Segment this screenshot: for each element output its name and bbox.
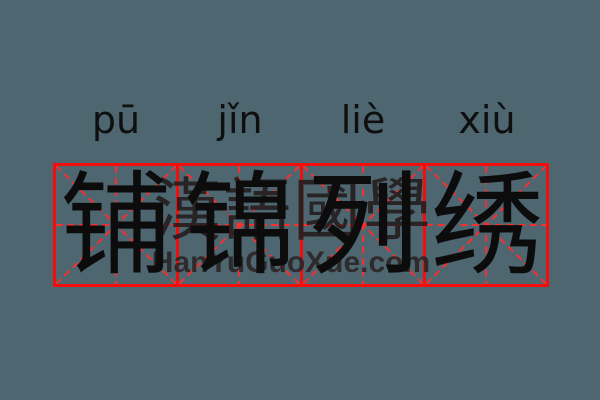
pinyin-row: pū jǐn liè xiù [0,0,600,139]
grid-cell [56,166,177,284]
guide-lines-icon [56,166,177,284]
pinyin-label: xiù [458,98,516,142]
grid-cell [422,166,546,284]
character-glyph: 铺 [60,161,172,291]
guide-lines-icon [179,166,300,284]
character-grid [53,163,549,287]
grid-cell [299,166,423,284]
watermark-cjk-text: 漢語國學 [152,172,434,251]
character-glyph: 列 [307,161,419,291]
pinyin-label: jǐn [217,98,263,142]
pinyin-label: pū [91,98,141,142]
pinyin-label: liè [340,98,386,142]
guide-lines-icon [302,166,423,284]
character-glyph: 锦 [184,161,296,291]
watermark-site-text: HanYuGuoXue.com [151,246,431,279]
grid-cell [176,166,300,284]
guide-lines-icon [425,166,546,284]
character-glyph: 绣 [431,161,543,291]
